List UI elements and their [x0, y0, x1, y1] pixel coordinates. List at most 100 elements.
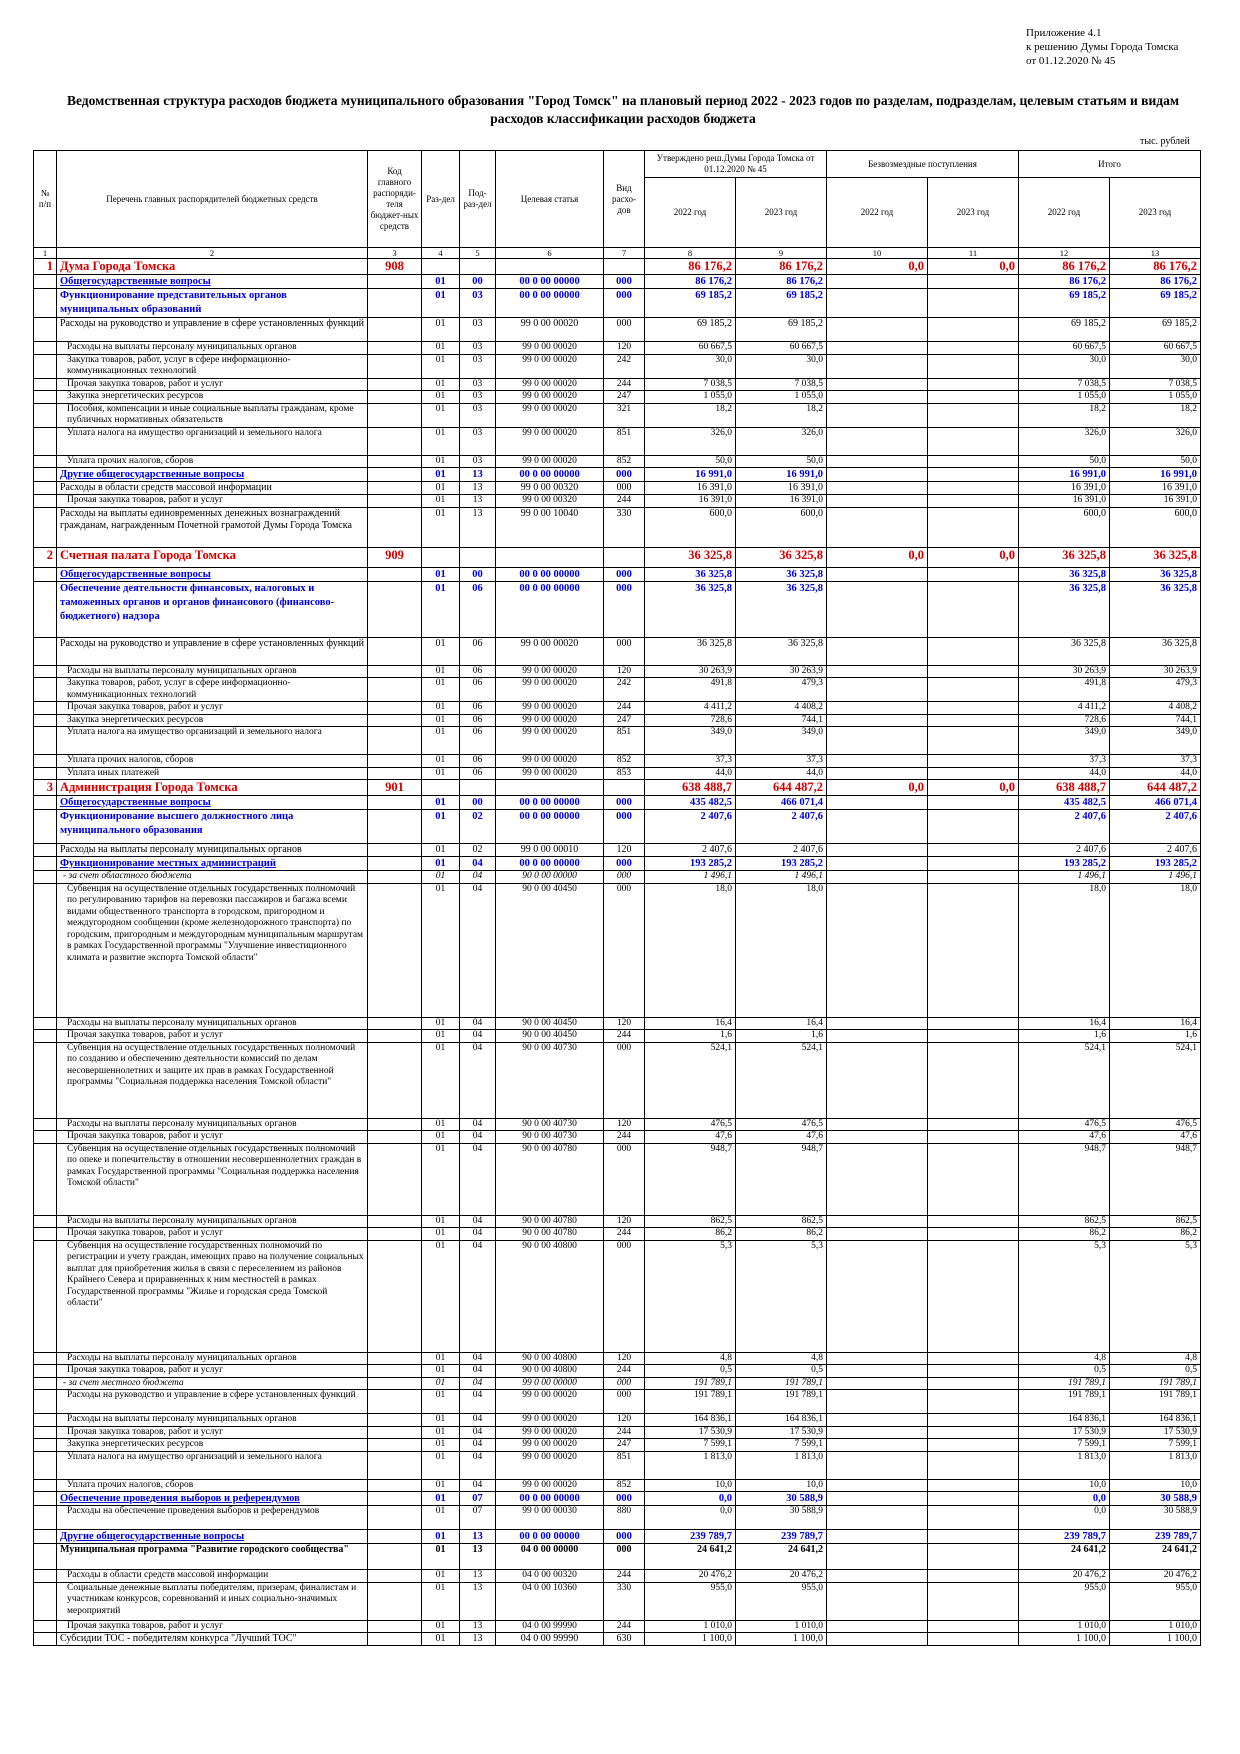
row-podrazdel: 07: [459, 1491, 496, 1506]
row-approved-2023: 7 599,1: [735, 1438, 827, 1452]
row-approved-2022: 5,3: [644, 1239, 736, 1353]
row-free-2023: [927, 766, 1019, 780]
table-row: Прочая закупка товаров, работ и услуг 01 0…: [33, 377, 1201, 391]
row-total-2022: 50,0: [1018, 454, 1110, 468]
row-total-2023: 1 100,0: [1109, 1632, 1201, 1646]
row-approved-2022: 44,0: [644, 766, 736, 780]
row-vid: 880: [603, 1505, 645, 1530]
row-free-2023: [927, 402, 1019, 428]
row-celevaya: 99 0 00 00020: [495, 1389, 604, 1414]
row-name: Уплата прочих налогов, сборов: [56, 754, 368, 768]
row-index: [33, 580, 57, 638]
row-index: [33, 1227, 57, 1241]
row-vid: 244: [603, 1130, 645, 1144]
row-podrazdel: 07: [459, 1505, 496, 1530]
row-code: [367, 274, 422, 289]
row-free-2023: [927, 701, 1019, 715]
row-vid: 244: [603, 701, 645, 715]
row-total-2023: 86 176,2: [1109, 258, 1201, 275]
table-row: Субсидии ТОС - победителям конкурса "Луч…: [33, 1632, 1201, 1646]
row-celevaya: 90 0 00 40780: [495, 1214, 604, 1228]
row-free-2023: [927, 882, 1019, 1018]
row-vid: 330: [603, 506, 645, 548]
row-total-2023: 30 263,9: [1109, 664, 1201, 678]
row-index: [33, 1632, 57, 1646]
row-celevaya: 00 0 00 00000: [495, 566, 604, 582]
row-free-2022: [826, 726, 928, 755]
row-free-2023: [927, 377, 1019, 391]
row-code: [367, 1569, 422, 1583]
row-podrazdel: [459, 258, 496, 275]
row-code: [367, 677, 422, 702]
row-free-2022: [826, 377, 928, 391]
row-podrazdel: 03: [459, 454, 496, 468]
row-name: - за счет областного бюджета: [56, 870, 368, 884]
row-free-2022: [826, 426, 928, 456]
row-free-2023: [927, 481, 1019, 495]
row-free-2022: [826, 754, 928, 768]
row-celevaya: [495, 546, 604, 568]
row-free-2023: [927, 713, 1019, 727]
row-vid: 000: [603, 1376, 645, 1390]
row-code: [367, 701, 422, 715]
row-free-2023: [927, 390, 1019, 404]
row-free-2022: 0,0: [826, 546, 928, 568]
table-row: Функционирование местных администраций 01…: [33, 856, 1201, 871]
row-razdel: 01: [421, 754, 460, 768]
row-approved-2023: 466 071,4: [735, 795, 827, 810]
row-vid: [603, 546, 645, 568]
row-podrazdel: 04: [459, 856, 496, 871]
row-razdel: 01: [421, 1491, 460, 1506]
row-free-2022: [826, 1543, 928, 1570]
row-total-2022: 60 667,5: [1018, 341, 1110, 355]
row-celevaya: 99 0 00 00020: [495, 1425, 604, 1439]
row-approved-2022: 16 391,0: [644, 494, 736, 508]
row-approved-2023: 191 789,1: [735, 1389, 827, 1414]
row-free-2022: [826, 636, 928, 666]
row-name: Уплата прочих налогов, сборов: [56, 454, 368, 468]
row-total-2022: 30,0: [1018, 353, 1110, 379]
row-razdel: [421, 258, 460, 275]
row-index: [33, 506, 57, 548]
row-total-2022: 435 482,5: [1018, 795, 1110, 810]
row-total-2022: 1 496,1: [1018, 870, 1110, 884]
row-approved-2023: 644 487,2: [735, 779, 827, 796]
row-code: [367, 754, 422, 768]
row-podrazdel: 00: [459, 274, 496, 289]
table-row: Расходы на руководство и управление в сф…: [33, 636, 1201, 666]
row-total-2022: 600,0: [1018, 506, 1110, 548]
row-razdel: 01: [421, 1041, 460, 1119]
row-celevaya: 90 0 00 40730: [495, 1130, 604, 1144]
row-code: [367, 766, 422, 780]
row-approved-2022: 948,7: [644, 1142, 736, 1216]
row-name: Обеспечение проведения выборов и референ…: [56, 1491, 368, 1506]
row-name: Расходы на обеспечение проведения выборо…: [56, 1505, 368, 1530]
table-row: Расходы в области средств массовой инфор…: [33, 1569, 1201, 1583]
row-index: [33, 677, 57, 702]
row-celevaya: 99 0 00 00020: [495, 426, 604, 456]
row-index: [33, 726, 57, 755]
row-total-2023: 30 588,9: [1109, 1491, 1201, 1506]
row-razdel: 01: [421, 809, 460, 844]
row-name: Расходы на выплаты персоналу муниципальн…: [56, 341, 368, 355]
row-total-2022: 7 599,1: [1018, 1438, 1110, 1452]
row-approved-2023: 193 285,2: [735, 856, 827, 871]
row-vid: 000: [603, 288, 645, 318]
row-total-2023: 4 408,2: [1109, 701, 1201, 715]
row-celevaya: 99 0 00 00020: [495, 341, 604, 355]
row-total-2023: 44,0: [1109, 766, 1201, 780]
row-index: [33, 1130, 57, 1144]
row-total-2022: 44,0: [1018, 766, 1110, 780]
row-vid: [603, 258, 645, 275]
row-code: [367, 1581, 422, 1621]
row-approved-2022: 191 789,1: [644, 1389, 736, 1414]
row-total-2023: 2 407,6: [1109, 809, 1201, 844]
row-vid: 120: [603, 1214, 645, 1228]
row-podrazdel: 04: [459, 1438, 496, 1452]
row-total-2022: 16,4: [1018, 1016, 1110, 1030]
row-approved-2022: 0,0: [644, 1505, 736, 1530]
row-vid: 120: [603, 843, 645, 857]
row-celevaya: 99 0 00 00020: [495, 377, 604, 391]
column-number: 6: [495, 247, 604, 259]
row-total-2023: 1 496,1: [1109, 870, 1201, 884]
